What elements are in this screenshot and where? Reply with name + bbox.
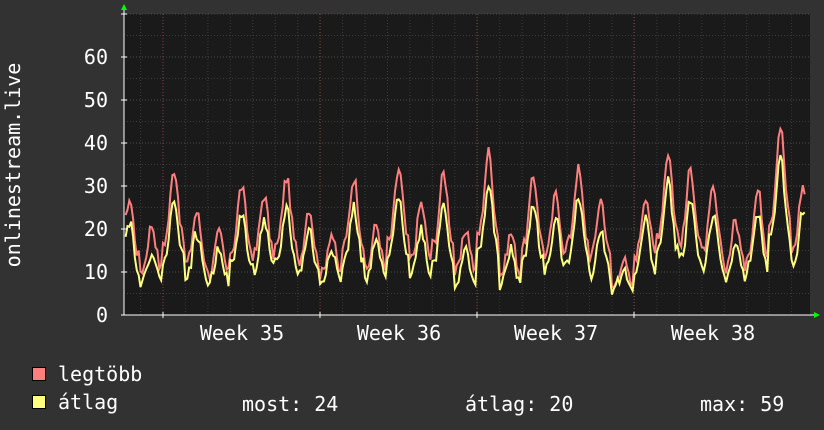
- legend-label-avg: átlag: [58, 390, 119, 414]
- stat-now: most: 24: [242, 392, 339, 416]
- x-axis-arrow: [814, 312, 820, 318]
- y-tick-label: 10: [84, 260, 108, 284]
- legend-swatch-avg: [32, 395, 46, 409]
- legend-swatch-max: [32, 367, 46, 381]
- legend-label-max: legtöbb: [58, 362, 143, 386]
- y-tick-label: 50: [84, 88, 108, 112]
- x-tick-label: Week 36: [357, 321, 441, 345]
- grid: [124, 13, 810, 315]
- x-tick-label: Week 35: [200, 321, 284, 345]
- series-line-avg: [124, 154, 806, 295]
- stat-max: max: 59: [700, 392, 785, 416]
- legend-item-avg: átlag: [32, 390, 119, 414]
- y-tick-label: 0: [96, 303, 108, 327]
- x-tick-label: Week 37: [514, 321, 598, 345]
- y-axis-label: onlinestream.live: [1, 63, 25, 268]
- y-axis-arrow: [121, 4, 127, 10]
- y-tick-label: 40: [84, 131, 108, 155]
- series-lines: [124, 126, 806, 295]
- y-tick-label: 60: [84, 45, 108, 69]
- y-tick-label: 20: [84, 217, 108, 241]
- axes: [121, 4, 820, 318]
- x-tick-label: Week 38: [671, 321, 755, 345]
- y-tick-label: 30: [84, 174, 108, 198]
- legend-item-max: legtöbb: [32, 362, 143, 386]
- tick-labels: 0 10 20 30 40 50 60 Week 35 Week 36 Week 37 Week 3…: [84, 45, 755, 345]
- stat-avg: átlag: 20: [465, 392, 574, 416]
- series-line-max: [124, 126, 806, 289]
